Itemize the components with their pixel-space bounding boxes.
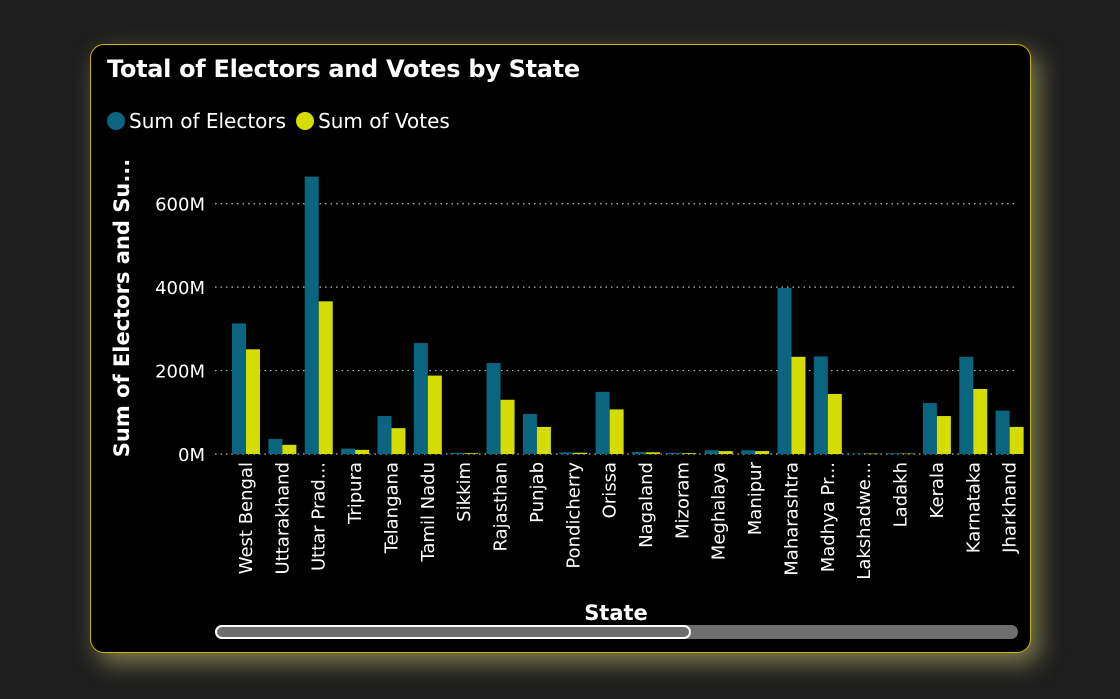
bar-votes-10[interactable] — [609, 409, 624, 454]
bar-votes-20[interactable] — [973, 388, 988, 454]
bar-electors-20[interactable] — [959, 356, 974, 454]
x-tick-label: Mizoram — [672, 462, 693, 539]
x-tick-label: Meghalaya — [709, 462, 730, 560]
bar-electors-3[interactable] — [341, 448, 356, 454]
bar-votes-21[interactable] — [1009, 426, 1024, 454]
x-tick-label: Jharkhand — [1000, 462, 1021, 554]
y-tick-label: 0M — [178, 445, 205, 466]
bar-electors-7[interactable] — [486, 363, 501, 454]
bar-electors-19[interactable] — [922, 403, 937, 454]
bar-electors-12[interactable] — [668, 452, 683, 454]
x-tick-label: Rajasthan — [491, 462, 512, 551]
chart-title: Total of Electors and Votes by State — [107, 55, 580, 83]
x-tick-label: Nagaland — [636, 462, 657, 548]
x-tick-label: Karnataka — [963, 462, 984, 553]
bar-votes-9[interactable] — [573, 452, 588, 454]
bar-electors-13[interactable] — [704, 450, 719, 454]
bar-votes-12[interactable] — [682, 453, 697, 454]
bar-electors-5[interactable] — [413, 343, 428, 454]
bar-electors-15[interactable] — [777, 287, 792, 454]
bar-votes-16[interactable] — [827, 393, 842, 454]
x-tick-label: Orissa — [600, 462, 621, 518]
bar-votes-17[interactable] — [864, 453, 879, 455]
x-tick-label: Pondicherry — [563, 462, 584, 569]
bar-electors-2[interactable] — [304, 176, 319, 454]
x-tick-label: Sikkim — [454, 462, 475, 522]
bar-electors-8[interactable] — [522, 413, 537, 454]
legend-item-votes[interactable]: Sum of Votes — [296, 109, 450, 133]
chart-card: Total of Electors and Votes by State Sum… — [90, 44, 1031, 653]
y-tick-label: 200M — [155, 362, 205, 383]
bar-votes-6[interactable] — [464, 453, 479, 454]
y-tick-label: 600M — [155, 195, 205, 216]
bar-votes-4[interactable] — [391, 428, 406, 454]
bar-votes-14[interactable] — [755, 451, 770, 454]
y-tick-label: 400M — [155, 278, 205, 299]
bar-electors-21[interactable] — [995, 410, 1010, 454]
chart-legend: Sum of Electors Sum of Votes — [107, 109, 460, 133]
x-tick-label: West Bengal — [236, 462, 257, 574]
bar-electors-11[interactable] — [632, 451, 646, 454]
bar-votes-13[interactable] — [718, 451, 733, 454]
x-tick-label: Manipur — [745, 461, 766, 535]
legend-marker-electors — [107, 112, 125, 130]
bar-electors-6[interactable] — [450, 452, 465, 454]
bar-votes-0[interactable] — [246, 349, 260, 454]
x-tick-label: Punjab — [527, 462, 548, 523]
horizontal-scrollbar-thumb[interactable] — [215, 625, 691, 639]
bar-electors-4[interactable] — [377, 416, 392, 454]
bar-chart: 0M 200M 400M 600M West Bengal Uttarakhand Utta… — [110, 159, 1024, 625]
bar-electors-14[interactable] — [741, 450, 756, 454]
legend-item-electors[interactable]: Sum of Electors — [107, 109, 286, 133]
bar-electors-10[interactable] — [595, 391, 610, 454]
x-tick-label: Tamil Nadu — [418, 462, 439, 563]
bar-votes-1[interactable] — [282, 444, 297, 454]
bar-electors-1[interactable] — [268, 438, 283, 454]
x-tick-label: Uttarakhand — [272, 462, 293, 574]
x-tick-label: Kerala — [927, 462, 948, 518]
legend-label-electors: Sum of Electors — [129, 109, 287, 133]
x-tick-label: Uttar Prad... — [309, 462, 330, 571]
bar-votes-11[interactable] — [646, 452, 660, 454]
bar-votes-2[interactable] — [318, 301, 333, 454]
bar-electors-18[interactable] — [886, 453, 901, 454]
bar-votes-15[interactable] — [791, 356, 806, 454]
bar-electors-0[interactable] — [232, 323, 246, 454]
bar-votes-5[interactable] — [427, 375, 442, 454]
x-tick-label: Ladakh — [891, 462, 912, 527]
bar-votes-19[interactable] — [936, 416, 951, 454]
bar-votes-7[interactable] — [500, 399, 515, 454]
bar-votes-18[interactable] — [900, 453, 915, 455]
y-axis-title: Sum of Electors and Su... — [110, 159, 134, 457]
x-tick-label: Lakshadwe... — [854, 462, 875, 580]
x-axis-title: State — [584, 601, 648, 625]
horizontal-scrollbar-track[interactable] — [215, 625, 1018, 639]
bar-votes-8[interactable] — [536, 426, 551, 454]
x-tick-label: Maharashtra — [781, 462, 802, 576]
x-tick-label: Telangana — [381, 462, 402, 554]
bar-electors-9[interactable] — [559, 452, 574, 454]
x-tick-label: Madhya Pr... — [818, 462, 839, 572]
bar-votes-3[interactable] — [355, 449, 370, 454]
legend-label-votes: Sum of Votes — [318, 109, 450, 133]
bar-electors-17[interactable] — [850, 453, 865, 455]
bar-electors-16[interactable] — [813, 356, 828, 454]
legend-marker-votes — [296, 112, 315, 130]
x-tick-label: Tripura — [345, 462, 366, 525]
